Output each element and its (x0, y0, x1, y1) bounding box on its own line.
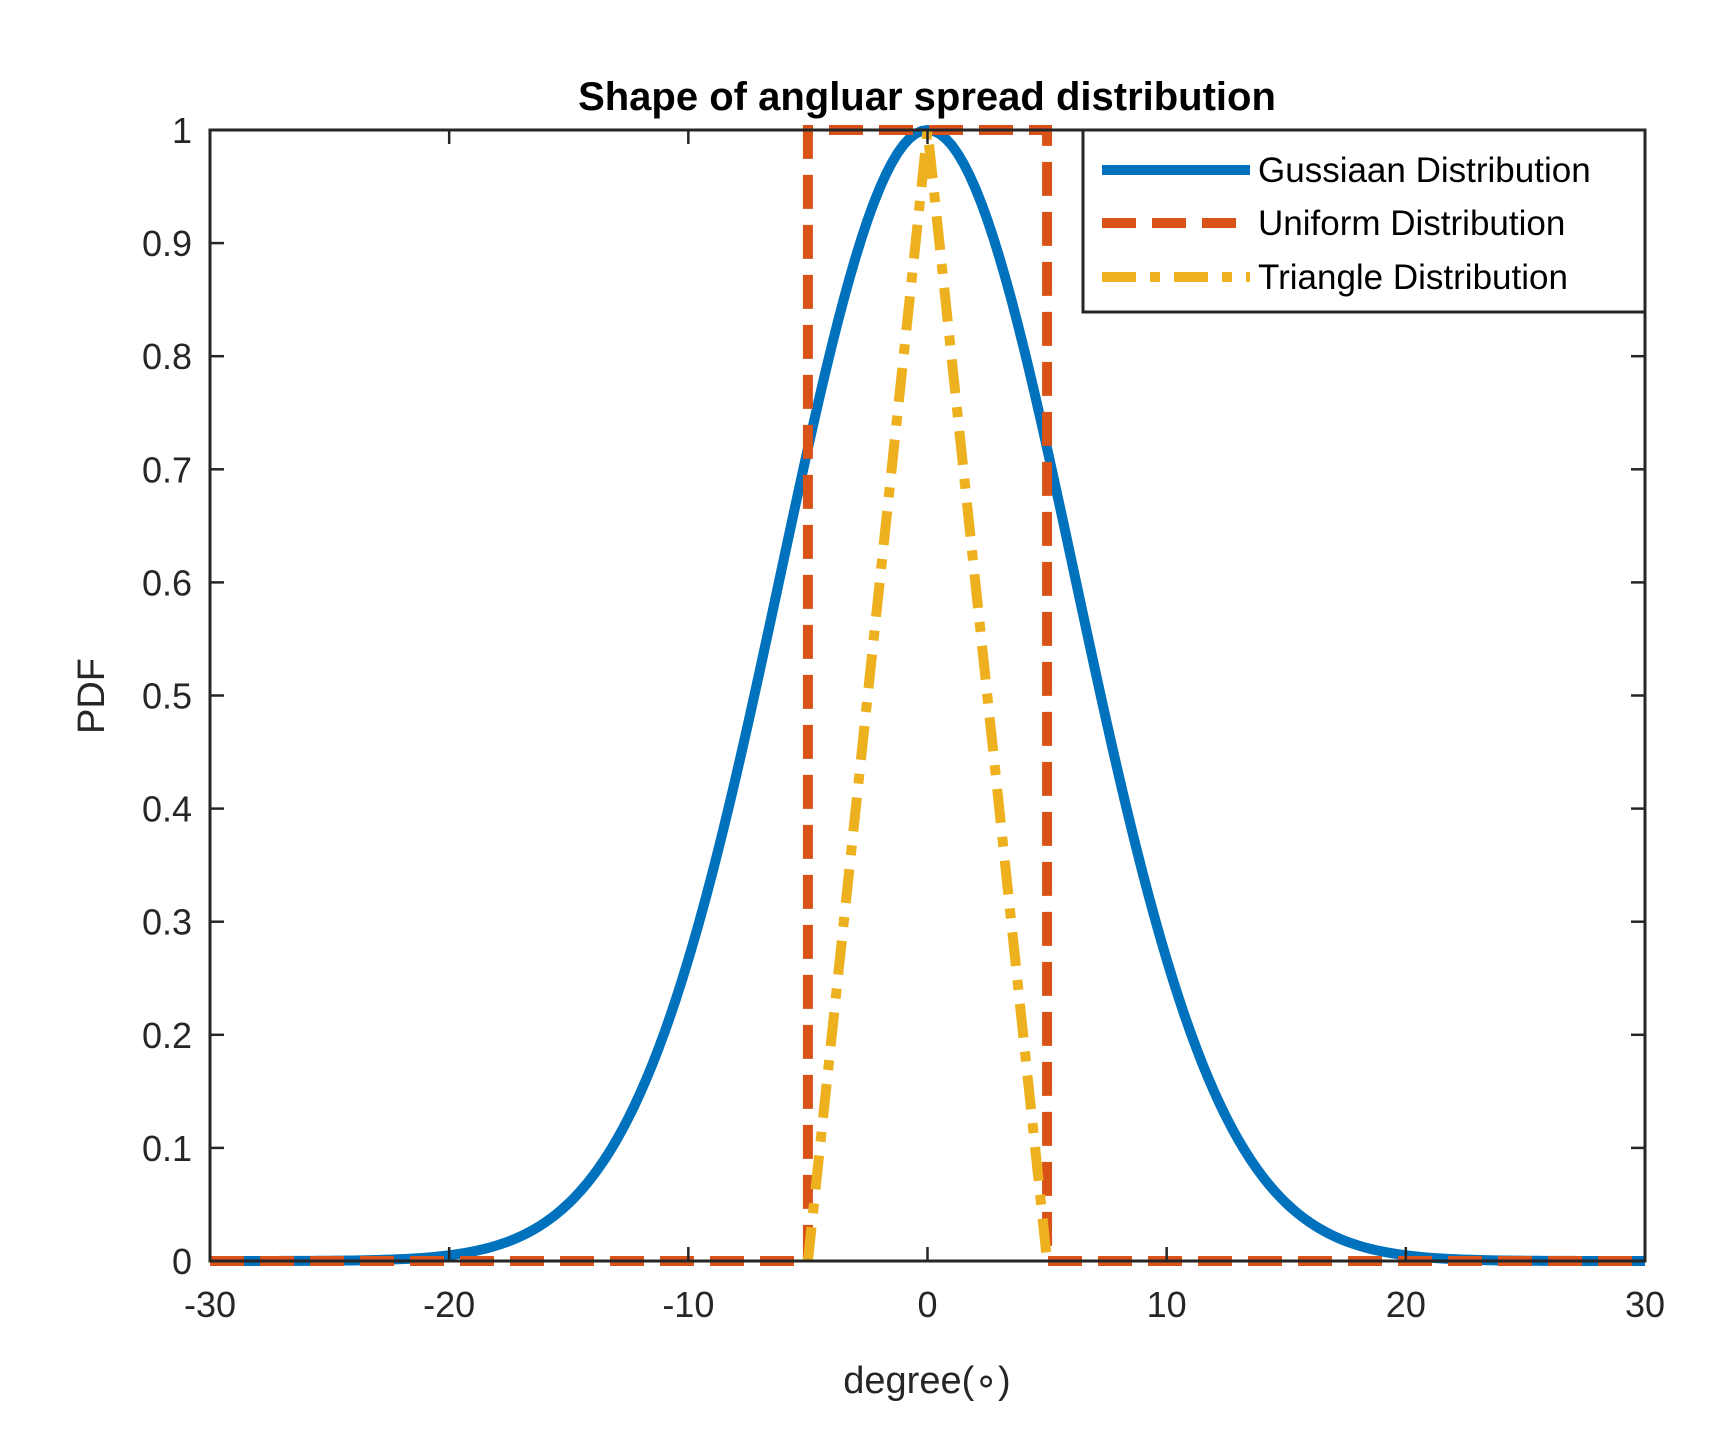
legend[interactable]: Gussiaan Distribution Uniform Distributi… (1081, 128, 1647, 314)
chart-title: Shape of angluar spread distribution (578, 75, 1276, 119)
y-tick-label: 0.6 (142, 562, 192, 603)
y-tick-label: 0.2 (142, 1015, 192, 1056)
x-tick-label: 30 (1625, 1284, 1665, 1325)
x-tick-label: -30 (184, 1284, 236, 1325)
x-axis-label: degree(∘) (843, 1360, 1010, 1402)
y-tick-label: 0.8 (142, 336, 192, 377)
legend-label-gaussian: Gussiaan Distribution (1258, 151, 1591, 190)
x-tick-label: 10 (1147, 1284, 1187, 1325)
y-tick-label: 0.1 (142, 1128, 192, 1169)
y-tick-label: 0.7 (142, 449, 192, 490)
x-tick-label: -10 (662, 1284, 714, 1325)
y-tick-label: 0 (172, 1241, 192, 1282)
legend-label-uniform: Uniform Distribution (1258, 204, 1565, 243)
y-tick-label: 0.9 (142, 223, 192, 264)
x-tick-label: 20 (1386, 1284, 1426, 1325)
y-tick-label: 0.4 (142, 789, 192, 830)
ticks-layer: -30 -20 -10 0 10 20 30 0 0.1 0.2 0.3 0.4 0.5 0.6 0.7 0.… (142, 110, 1665, 1325)
y-tick-label: 0.3 (142, 902, 192, 943)
x-tick-label: -20 (423, 1284, 475, 1325)
y-tick-label: 0.5 (142, 676, 192, 717)
y-axis-label: PDF (71, 658, 113, 734)
plot-background (210, 130, 1645, 1261)
y-tick-label: 1 (172, 110, 192, 151)
x-tick-label: 0 (917, 1284, 937, 1325)
legend-label-triangle: Triangle Distribution (1258, 258, 1568, 297)
